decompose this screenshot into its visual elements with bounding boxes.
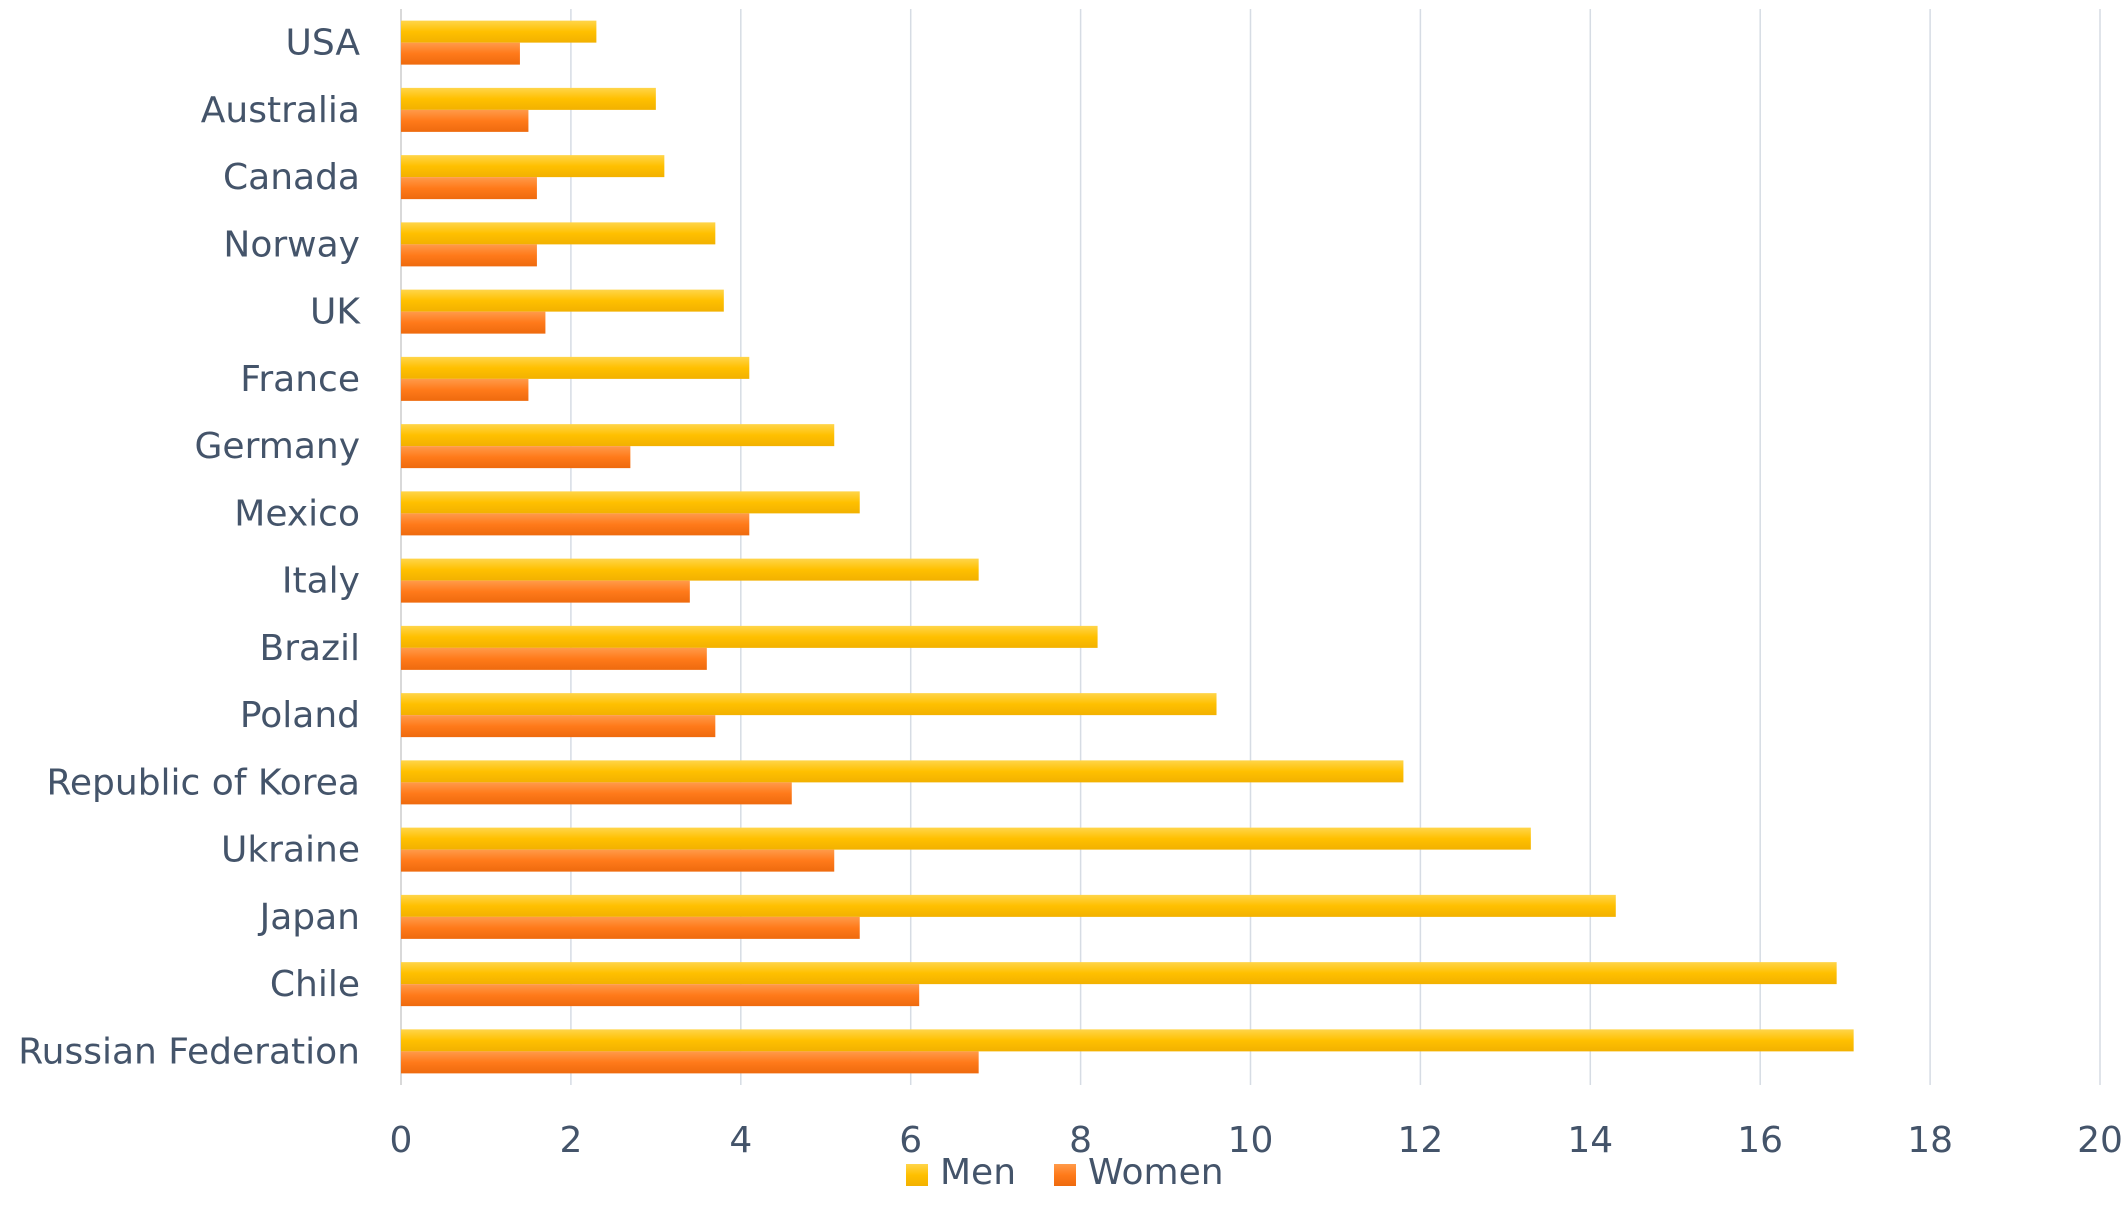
x-tick-label-16: 16: [1737, 1120, 1783, 1161]
bar-women-usa: [401, 42, 520, 65]
category-label: Canada: [223, 157, 360, 198]
x-tick-label-10: 10: [1228, 1120, 1274, 1161]
bars: [401, 20, 1854, 1074]
category-label: Russian Federation: [18, 1031, 360, 1072]
bar-women-brazil: [401, 647, 707, 670]
category-label: USA: [286, 23, 361, 64]
legend-swatch-men: [906, 1164, 928, 1186]
bar-men-usa: [401, 20, 597, 43]
category-label: Italy: [282, 561, 360, 602]
x-tick-label-0: 0: [390, 1120, 413, 1161]
category-label: Chile: [270, 964, 360, 1005]
category-label: Mexico: [234, 493, 360, 534]
category-label: Norway: [223, 224, 360, 265]
x-tick-label-8: 8: [1069, 1120, 1092, 1161]
bar-women-norway: [401, 244, 537, 267]
bar-men-australia: [401, 87, 656, 110]
bar-women-russian-federation: [401, 1051, 979, 1074]
bar-men-mexico: [401, 491, 860, 514]
bar-women-poland: [401, 715, 716, 738]
bar-men-brazil: [401, 625, 1098, 648]
bar-women-mexico: [401, 513, 750, 536]
bar-women-italy: [401, 580, 690, 603]
legend: Men Women: [906, 1152, 1224, 1193]
bar-men-germany: [401, 424, 835, 447]
bar-women-uk: [401, 311, 546, 334]
bar-men-ukraine: [401, 827, 1531, 850]
legend-label-women: Women: [1088, 1152, 1224, 1193]
bar-men-italy: [401, 558, 979, 581]
legend-item-women: Women: [1054, 1152, 1224, 1193]
value-axis-tick-labels: 0 2 4 6 8 10 12 14 16 18 20: [390, 1120, 2123, 1161]
x-tick-label-20: 20: [2077, 1120, 2123, 1161]
category-label: Australia: [201, 90, 360, 131]
legend-swatch-women: [1054, 1164, 1076, 1186]
bar-women-chile: [401, 984, 920, 1007]
x-tick-label-4: 4: [729, 1120, 752, 1161]
bar-women-japan: [401, 916, 860, 939]
bar-men-republic-of-korea: [401, 760, 1404, 783]
bar-women-germany: [401, 446, 631, 469]
bar-women-australia: [401, 109, 529, 132]
category-label: Poland: [240, 695, 360, 736]
bar-men-canada: [401, 155, 665, 178]
x-tick-label-6: 6: [899, 1120, 922, 1161]
category-label: Brazil: [260, 628, 360, 669]
bar-women-republic-of-korea: [401, 782, 792, 805]
x-tick-label-2: 2: [559, 1120, 582, 1161]
category-label: Germany: [195, 426, 360, 467]
category-label: Republic of Korea: [46, 762, 360, 803]
bar-men-japan: [401, 894, 1616, 917]
bar-men-russian-federation: [401, 1029, 1854, 1052]
bar-men-norway: [401, 222, 716, 245]
x-tick-label-12: 12: [1397, 1120, 1443, 1161]
category-label: UK: [310, 292, 361, 333]
legend-label-men: Men: [940, 1152, 1016, 1193]
bar-women-france: [401, 378, 529, 401]
category-axis-labels: USA Australia Canada Norway UK France Germany M…: [18, 23, 361, 1073]
x-tick-label-18: 18: [1907, 1120, 1953, 1161]
legend-item-men: Men: [906, 1152, 1016, 1193]
category-label: Ukraine: [221, 830, 360, 871]
category-label: Japan: [258, 897, 360, 938]
x-tick-label-14: 14: [1567, 1120, 1613, 1161]
bar-men-chile: [401, 962, 1837, 985]
category-label: France: [240, 359, 360, 400]
bar-women-ukraine: [401, 849, 835, 872]
bar-men-poland: [401, 693, 1217, 716]
bar-men-uk: [401, 289, 724, 312]
bar-men-france: [401, 356, 750, 379]
bar-women-canada: [401, 177, 537, 200]
